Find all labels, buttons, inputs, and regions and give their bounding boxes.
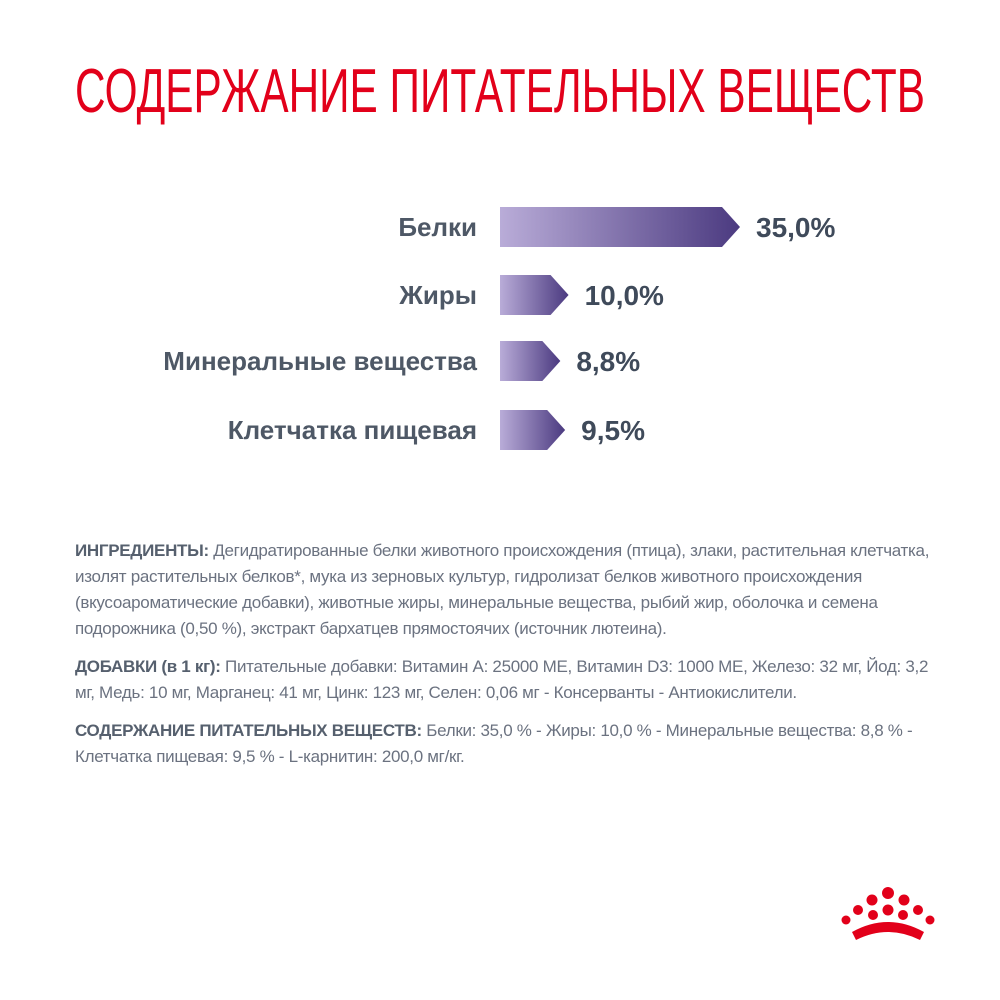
category-label: Белки — [398, 212, 477, 242]
bar — [500, 207, 740, 247]
block-text: Дегидратированные белки животного происх… — [75, 541, 930, 638]
bar — [500, 410, 566, 450]
block-text: Питательные добавки: Витамин A: 25000 МЕ… — [75, 657, 929, 702]
bar — [500, 341, 561, 381]
value-label: 35,0% — [756, 212, 835, 243]
category-label: Клетчатка пищевая — [228, 415, 477, 445]
bar — [500, 275, 569, 315]
text-block: СОДЕРЖАНИЕ ПИТАТЕЛЬНЫХ ВЕЩЕСТВ: Белки: 3… — [75, 718, 945, 770]
chart-title: СОДЕРЖАНИЕ ПИТАТЕЛЬНЫХ ВЕЩЕСТВ — [75, 57, 925, 126]
category-label: Жиры — [398, 280, 477, 310]
value-label: 10,0% — [585, 280, 664, 311]
block-label: ИНГРЕДИЕНТЫ: — [75, 541, 209, 560]
text-block: ДОБАВКИ (в 1 кг): Питательные добавки: В… — [75, 654, 945, 706]
block-text: Белки: 35,0 % - Жиры: 10,0 % - Минеральн… — [75, 721, 913, 766]
text-block: ИНГРЕДИЕНТЫ: Дегидратированные белки жив… — [75, 538, 945, 642]
block-label: СОДЕРЖАНИЕ ПИТАТЕЛЬНЫХ ВЕЩЕСТВ: — [75, 721, 422, 740]
value-label: 9,5% — [581, 415, 645, 446]
text-blocks: ИНГРЕДИЕНТЫ: Дегидратированные белки жив… — [75, 538, 945, 782]
logo — [841, 887, 935, 940]
category-label: Минеральные вещества — [163, 346, 477, 376]
value-label: 8,8% — [576, 346, 640, 377]
block-label: ДОБАВКИ (в 1 кг): — [75, 657, 221, 676]
